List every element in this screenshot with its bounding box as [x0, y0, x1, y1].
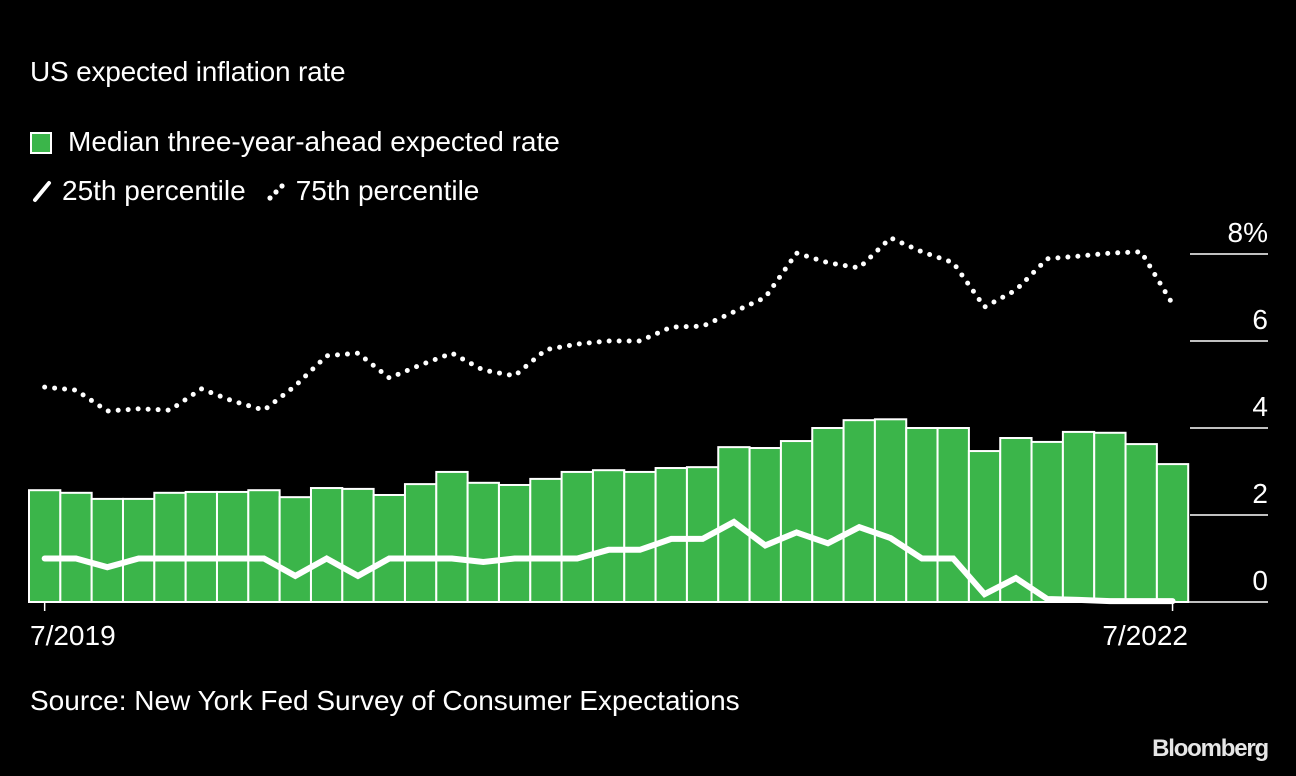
y-tick-label: 0 [1252, 565, 1268, 596]
bar [435, 470, 469, 603]
bar [121, 497, 156, 603]
line-25th-percentile [41, 518, 1176, 605]
bar [999, 437, 1033, 603]
bar [341, 487, 375, 603]
legend-label-25th: 25th percentile [62, 175, 246, 206]
legend-row-median: Median three-year-ahead expected rate [30, 126, 560, 158]
y-tick-label: 6 [1252, 304, 1268, 335]
legend-row-percentiles: 25th percentile 75th percentile [30, 175, 479, 207]
bar [779, 440, 814, 603]
bar [529, 477, 563, 603]
legend-label-median: Median three-year-ahead expected rate [68, 126, 560, 157]
bar [28, 489, 62, 603]
bar [215, 490, 250, 604]
y-tick-label: 2 [1252, 478, 1268, 509]
y-tick-label: 8% [1228, 217, 1268, 248]
bar [1124, 443, 1158, 603]
bar [873, 418, 908, 603]
bar [748, 447, 782, 604]
bar [247, 489, 281, 603]
chart-title: US expected inflation rate [30, 56, 346, 87]
bar [403, 483, 438, 603]
bloomberg-logo: Bloomberg [1152, 735, 1269, 762]
bar [184, 490, 218, 604]
x-tick-label: 7/2022 [1102, 620, 1188, 651]
bar [497, 483, 532, 603]
bar [623, 470, 657, 603]
line-75th-percentile [42, 234, 1176, 414]
bar [278, 496, 312, 604]
bar [591, 469, 626, 603]
bar [372, 493, 406, 603]
source-note: Source: New York Fed Survey of Consumer … [30, 685, 740, 716]
bar [936, 427, 970, 603]
bar [560, 470, 594, 603]
bar [654, 467, 688, 603]
legend-swatch-bar-icon [30, 132, 52, 154]
solid-line-icon [33, 181, 51, 202]
bar [466, 481, 500, 603]
legend-label-75th: 75th percentile [295, 175, 480, 206]
x-tick-label: 7/2019 [30, 620, 116, 651]
bar [1093, 431, 1127, 603]
dotted-line-icon [267, 183, 285, 201]
bars [28, 418, 1190, 604]
bar [153, 491, 187, 603]
bar [1030, 440, 1064, 604]
bar [842, 419, 876, 604]
bar [1155, 463, 1190, 604]
bar [90, 497, 124, 603]
bar [309, 487, 344, 603]
gridlines [1190, 253, 1268, 516]
lines [41, 234, 1176, 605]
bar [905, 427, 939, 603]
bar [1061, 430, 1096, 604]
x-tick-labels: 7/2019 7/2022 [30, 602, 1188, 651]
bar [59, 491, 93, 603]
bar [811, 427, 845, 603]
y-tick-label: 4 [1252, 391, 1268, 422]
y-axis: 0 2 4 6 8% [1228, 217, 1268, 596]
